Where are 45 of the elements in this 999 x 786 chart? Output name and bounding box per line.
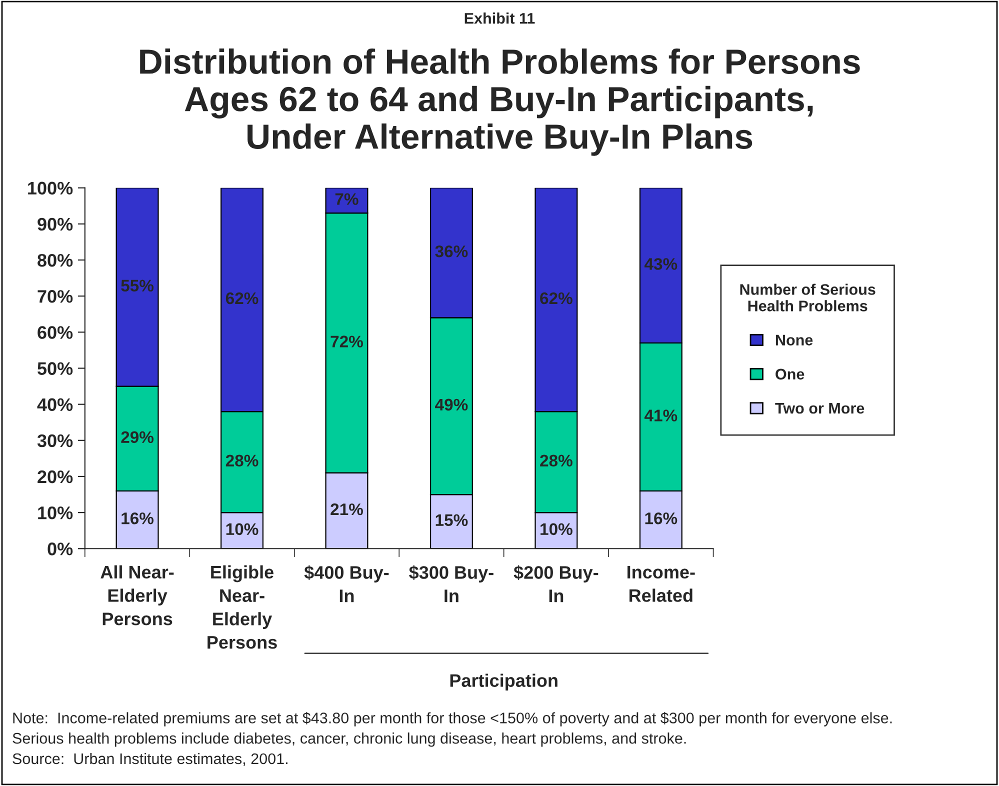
data-label: 62% [540,292,572,304]
data-label: 16% [645,512,678,524]
y-tick-label: 60% [38,326,73,339]
y-tick-label: 50% [38,362,73,375]
legend-title: Number of Serious Health Problems [740,284,876,312]
data-label: 28% [226,454,258,467]
data-label: 15% [436,514,468,526]
data-label: 62% [226,292,258,304]
x-tick-label: Eligible Near- Elderly Persons [208,565,277,649]
data-label: 16% [122,512,154,524]
data-label: 7% [335,193,358,205]
x-tick-label: $300 Buy- In [409,565,494,602]
x-tick-label: All Near- Elderly Persons [100,565,174,626]
data-label: 72% [330,336,363,348]
data-label: 49% [435,398,468,411]
data-label: 10% [226,523,258,536]
text: Participation [450,674,558,691]
y-tick-label: 90% [38,218,73,231]
text: Serious health problems include diabetes, cancer, chronic lung disease, heart problems, and stroke. [12,732,686,747]
x-tick-label: $200 Buy- In [514,565,598,602]
x-tick-label: Income- Related [628,566,695,602]
chart-subtitle: Exhibit 11 [464,12,535,24]
y-tick-label: 70% [38,290,73,303]
data-label: 29% [121,431,154,444]
data-label: 43% [644,258,678,270]
y-tick-label: 10% [38,506,73,520]
legend-label: Two or More [775,403,864,414]
data-label: 21% [330,503,363,516]
y-tick-label: 80% [38,254,73,267]
data-label: 28% [540,454,572,467]
y-tick-label: 20% [38,470,73,484]
legend-label: None [776,334,813,346]
legend-label: One [776,368,804,380]
data-label: 10% [540,523,572,536]
text: Note: Income-related premiums are set at $43.80 per month for those <150% of poverty and at $300 per month for everyone else. [13,712,892,726]
x-tick-label: $400 Buy- In [304,565,389,602]
data-label: 41% [644,410,678,422]
data-label: 36% [435,245,468,258]
y-tick-label: 0% [48,542,73,556]
source-note: Source: Urban Institute estimates, 2001. [12,752,288,766]
data-label: 55% [121,280,154,292]
y-tick-label: 30% [37,434,73,448]
y-tick-label: 100% [28,182,73,195]
y-tick-label: 40% [37,398,73,412]
chart-title: Distribution of Health Problems for Persons Ages 62 to 64 and Buy-In Participants, Under Alternative Buy-In Plans [140,48,860,156]
